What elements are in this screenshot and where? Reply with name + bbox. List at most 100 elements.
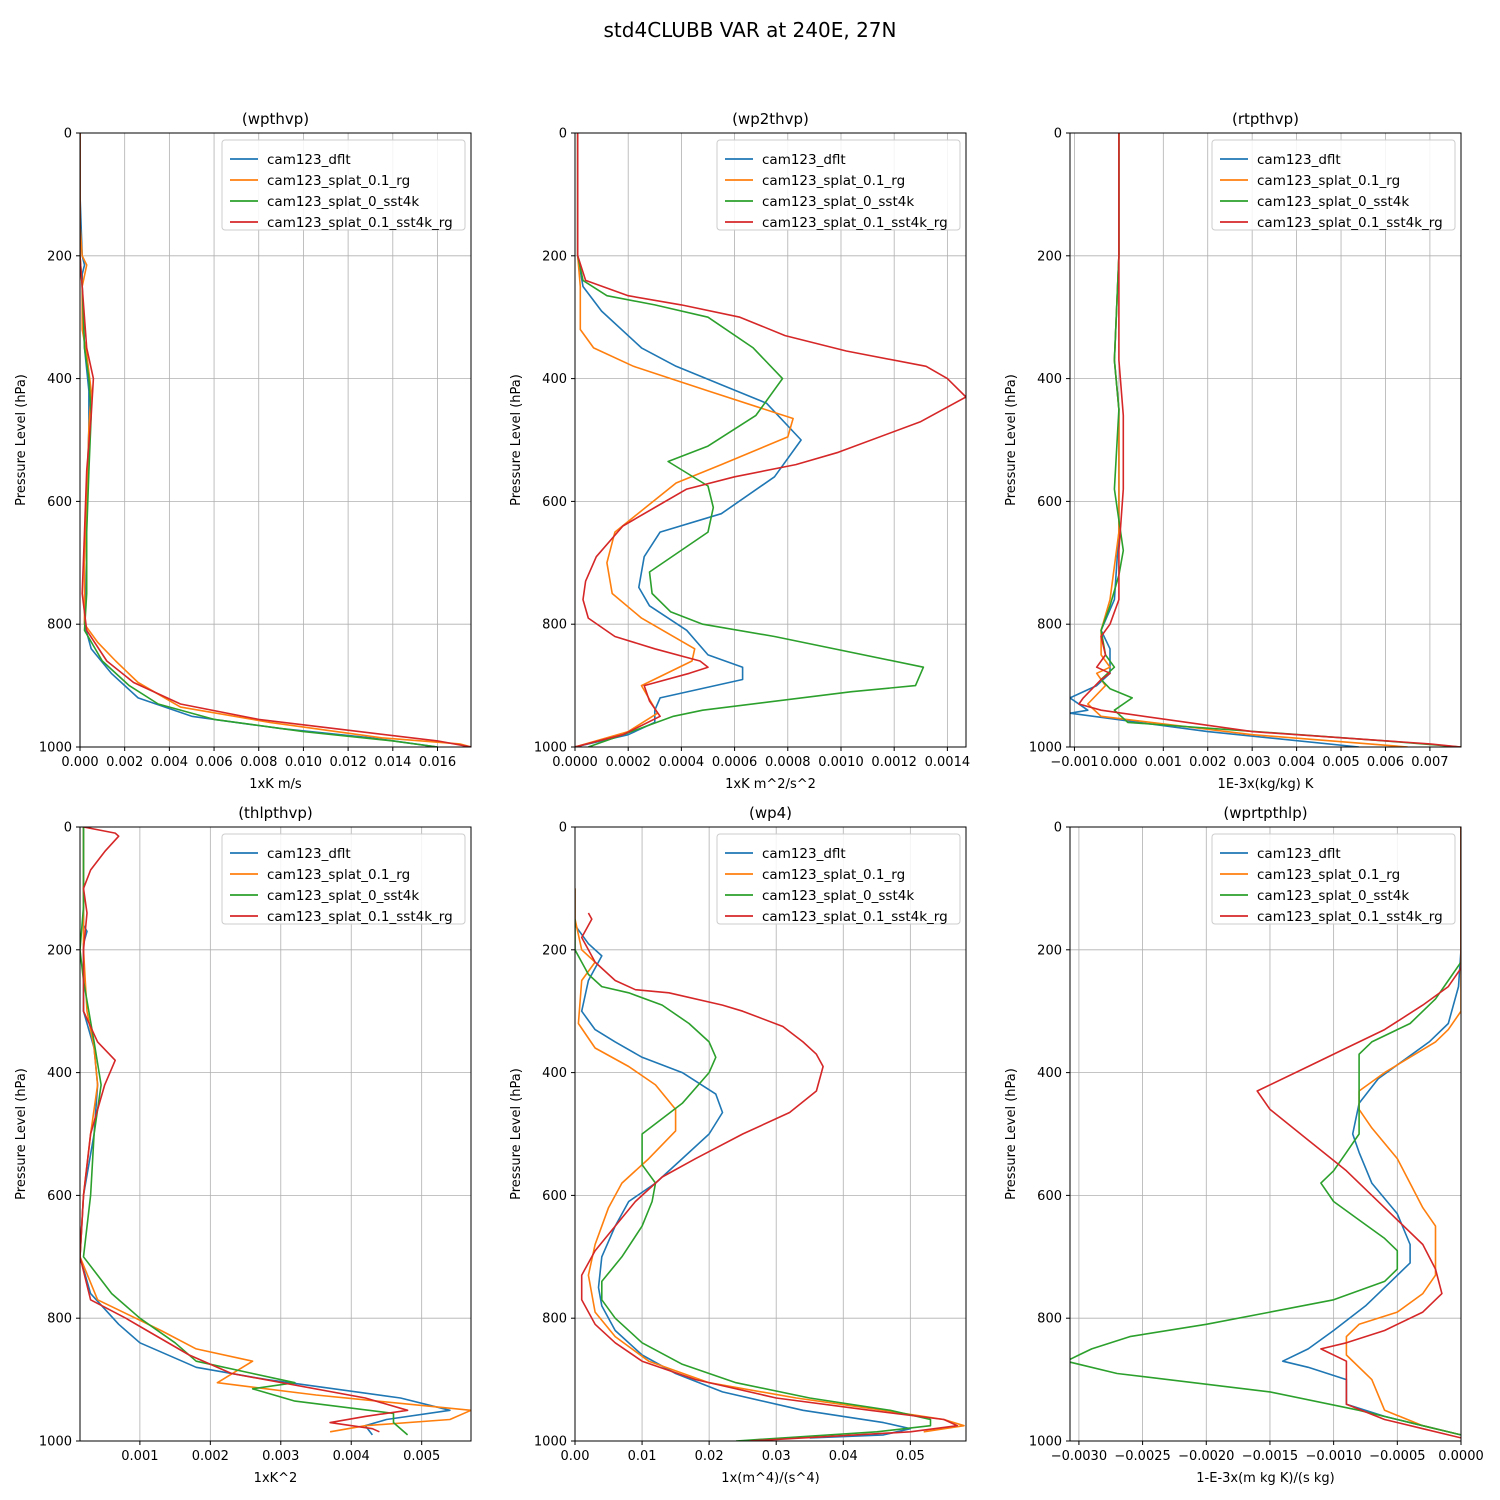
x-tick-label: 0.012 (330, 755, 367, 770)
x-axis-label: 1xK^2 (254, 1471, 298, 1486)
x-tick-label: 0.002 (192, 1449, 229, 1464)
x-tick-label: 0.002 (106, 755, 143, 770)
legend-label-2: cam123_splat_0.1_rg (267, 867, 410, 883)
legend: cam123_dflt cam123_splat_0.1_rg cam123_spl… (1211, 139, 1456, 231)
y-axis-label: Pressure Level (hPa) (509, 374, 524, 506)
y-tick-label: 600 (47, 1189, 72, 1204)
panel-6: −0.0030 −0.0025 −0.0020 −0.0015 −0.0010 −0.00… (1004, 804, 1484, 1486)
x-tick-label: 0.006 (1367, 755, 1404, 770)
y-tick-label: 800 (47, 1312, 72, 1327)
legend-box (1211, 139, 1456, 231)
x-tick-label: 0.0012 (871, 755, 917, 770)
panel-3: −0.001 0.000 0.001 0.002 0.003 0.004 0.005 0.00… (1004, 110, 1462, 792)
x-axis-label: 1-E-3x(m kg K)/(s kg) (1196, 1471, 1334, 1486)
y-tick-label: 800 (542, 1312, 567, 1327)
legend-box (716, 139, 961, 231)
y-axis-label: Pressure Level (hPa) (509, 1068, 524, 1200)
legend-label-2: cam123_splat_0.1_rg (762, 867, 905, 883)
legend-box (1211, 833, 1456, 925)
series-line-4 (80, 827, 409, 1433)
legend-box (221, 139, 466, 231)
legend-label-1: cam123_dflt (267, 152, 351, 168)
y-tick-label: 0 (64, 821, 72, 836)
x-tick-label: 0.004 (333, 1449, 370, 1464)
legend-label-4: cam123_splat_0.1_sst4k_rg (762, 215, 948, 231)
x-tick-label: 0.008 (240, 755, 277, 770)
axes-frame (574, 826, 967, 1442)
legend-label-3: cam123_splat_0_sst4k (267, 194, 419, 210)
x-tick-label: 0.000 (1100, 755, 1137, 770)
series-line-3 (80, 133, 438, 747)
y-tick-label: 400 (47, 1066, 72, 1081)
legend-label-1: cam123_dflt (267, 846, 351, 862)
y-tick-label: 400 (542, 372, 567, 387)
y-tick-label: 1000 (534, 1435, 567, 1450)
y-tick-label: 400 (47, 372, 72, 387)
x-tick-label: −0.0020 (1178, 1449, 1234, 1464)
x-tick-label: 0.05 (896, 1449, 925, 1464)
x-tick-label: 0.0006 (712, 755, 758, 770)
series-line-3 (80, 827, 409, 1436)
legend-label-4: cam123_splat_0.1_sst4k_rg (762, 909, 948, 925)
series-line-2 (1345, 827, 1461, 1436)
legend-label-3: cam123_splat_0_sst4k (1257, 888, 1409, 904)
y-tick-label: 0 (1054, 127, 1062, 142)
x-tick-label: 0.04 (829, 1449, 858, 1464)
x-tick-label: 0.005 (1322, 755, 1359, 770)
panel-2: 0.0000 0.0002 0.0004 0.0006 0.0008 0.0010 0.00… (509, 110, 970, 792)
legend-label-4: cam123_splat_0.1_sst4k_rg (267, 909, 453, 925)
y-axis-label: Pressure Level (hPa) (1004, 374, 1019, 506)
axes-frame (79, 132, 472, 748)
legend-label-3: cam123_splat_0_sst4k (762, 194, 914, 210)
legend-label-2: cam123_splat_0.1_rg (267, 173, 410, 189)
legend-label-4: cam123_splat_0.1_sst4k_rg (1257, 909, 1443, 925)
x-tick-label: 0.0002 (605, 755, 651, 770)
series-line-1 (575, 133, 802, 747)
y-tick-label: 200 (542, 249, 567, 264)
panel-title: (wp2thvp) (732, 110, 809, 128)
y-tick-label: 600 (542, 495, 567, 510)
panel-5: 0.00 0.01 0.02 0.03 0.04 0.05 0 200 400 600 800 100… (509, 804, 967, 1486)
legend-label-3: cam123_splat_0_sst4k (1257, 194, 1409, 210)
figure-suptitle: std4CLUBB VAR at 240E, 27N (604, 18, 897, 42)
x-tick-label: 0.001 (121, 1449, 158, 1464)
panel-title: (wprtpthlp) (1223, 804, 1307, 822)
y-tick-label: 600 (1037, 495, 1062, 510)
x-tick-label: −0.001 (1050, 755, 1098, 770)
legend: cam123_dflt cam123_splat_0.1_rg cam123_spl… (1211, 833, 1456, 925)
series-line-3 (1100, 133, 1461, 747)
legend-label-2: cam123_splat_0.1_rg (1257, 173, 1400, 189)
x-tick-label: 0.007 (1411, 755, 1448, 770)
y-tick-label: 400 (1037, 1066, 1062, 1081)
legend-label-4: cam123_splat_0.1_sst4k_rg (1257, 215, 1443, 231)
y-tick-label: 200 (1037, 249, 1062, 264)
x-tick-label: 0.016 (419, 755, 456, 770)
legend-box (716, 833, 961, 925)
x-tick-label: −0.0025 (1114, 1449, 1170, 1464)
panel-title: (wp4) (749, 804, 792, 822)
y-tick-label: 0 (559, 821, 567, 836)
panel-1: 0.000 0.002 0.004 0.006 0.008 0.010 0.012 0.014… (14, 110, 472, 792)
y-tick-label: 0 (559, 127, 567, 142)
legend: cam123_dflt cam123_splat_0.1_rg cam123_spl… (716, 139, 961, 231)
x-tick-label: 0.004 (1278, 755, 1315, 770)
panel-title: (rtpthvp) (1232, 110, 1299, 128)
legend-label-2: cam123_splat_0.1_rg (1257, 867, 1400, 883)
x-tick-label: 0.0010 (818, 755, 864, 770)
legend: cam123_dflt cam123_splat_0.1_rg cam123_spl… (716, 833, 961, 925)
x-tick-label: −0.0005 (1369, 1449, 1425, 1464)
axes-frame (574, 132, 967, 748)
x-tick-label: 0.003 (262, 1449, 299, 1464)
legend-box (221, 833, 466, 925)
x-tick-label: 0.0004 (659, 755, 705, 770)
y-tick-label: 600 (1037, 1189, 1062, 1204)
y-axis-label: Pressure Level (hPa) (14, 374, 29, 506)
y-tick-label: 1000 (1029, 741, 1062, 756)
y-tick-label: 1000 (1029, 1435, 1062, 1450)
series-line-4 (80, 133, 471, 747)
x-tick-label: 0.001 (1145, 755, 1182, 770)
x-tick-label: 0.01 (628, 1449, 657, 1464)
series-line-2 (575, 133, 794, 747)
